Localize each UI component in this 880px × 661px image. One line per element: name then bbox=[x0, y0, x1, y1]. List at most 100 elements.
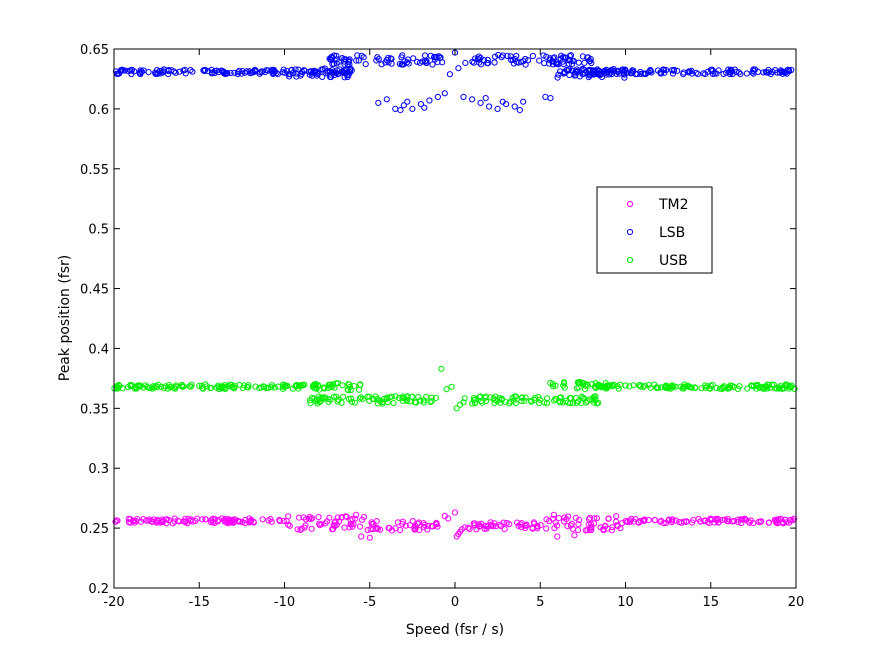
data-point bbox=[335, 518, 343, 525]
data-point bbox=[301, 67, 308, 74]
data-point bbox=[421, 52, 429, 59]
data-point bbox=[501, 526, 508, 533]
data-point bbox=[665, 517, 672, 524]
data-point bbox=[700, 70, 707, 77]
data-point bbox=[308, 525, 315, 532]
data-point bbox=[236, 67, 243, 75]
data-point bbox=[279, 383, 286, 390]
data-point bbox=[469, 400, 476, 407]
x-tick-label: -10 bbox=[274, 595, 295, 610]
data-point bbox=[597, 524, 604, 531]
data-point bbox=[547, 379, 554, 387]
data-point bbox=[660, 520, 667, 527]
data-point bbox=[506, 521, 513, 528]
data-point bbox=[550, 55, 557, 62]
data-point bbox=[661, 69, 668, 76]
data-point bbox=[400, 102, 407, 109]
data-point bbox=[443, 386, 450, 393]
data-point bbox=[263, 67, 270, 74]
data-point bbox=[149, 519, 156, 526]
legend-label-usb: USB bbox=[659, 253, 688, 269]
data-point bbox=[214, 518, 221, 525]
data-point bbox=[582, 382, 589, 389]
data-point bbox=[572, 514, 580, 522]
data-point bbox=[373, 524, 381, 531]
data-point bbox=[392, 105, 399, 113]
data-point bbox=[653, 384, 660, 391]
data-point bbox=[724, 515, 731, 522]
data-point bbox=[477, 54, 484, 62]
data-point bbox=[268, 384, 275, 391]
data-point bbox=[791, 515, 798, 522]
data-point bbox=[576, 516, 583, 524]
data-point bbox=[461, 395, 468, 402]
data-point bbox=[617, 381, 624, 388]
data-point bbox=[199, 516, 206, 523]
data-point bbox=[180, 518, 187, 525]
data-point bbox=[555, 61, 562, 68]
data-point bbox=[360, 54, 367, 61]
data-point bbox=[542, 93, 549, 101]
data-point bbox=[648, 69, 655, 76]
data-point bbox=[385, 54, 392, 61]
data-point bbox=[738, 519, 745, 527]
data-point bbox=[207, 385, 214, 392]
data-point bbox=[293, 70, 300, 77]
data-point bbox=[592, 393, 599, 400]
data-point bbox=[491, 53, 499, 60]
data-point bbox=[222, 385, 229, 392]
data-point bbox=[399, 393, 406, 400]
data-point bbox=[569, 57, 576, 64]
data-point bbox=[187, 67, 194, 74]
data-point bbox=[353, 57, 360, 64]
data-point bbox=[186, 383, 193, 390]
data-point bbox=[561, 384, 568, 391]
data-point bbox=[330, 525, 337, 533]
data-point bbox=[320, 384, 327, 391]
data-point bbox=[482, 95, 489, 102]
data-point bbox=[772, 67, 779, 74]
data-point bbox=[755, 68, 762, 76]
data-point bbox=[315, 513, 322, 521]
data-point bbox=[149, 385, 156, 392]
data-point bbox=[595, 70, 602, 77]
data-point bbox=[171, 518, 178, 525]
data-point bbox=[462, 59, 469, 67]
data-point bbox=[165, 71, 172, 78]
data-point bbox=[284, 382, 291, 389]
data-point bbox=[496, 394, 503, 401]
data-point bbox=[355, 57, 362, 64]
data-point bbox=[319, 66, 326, 73]
data-point bbox=[359, 516, 366, 523]
data-point bbox=[397, 107, 404, 114]
data-point bbox=[636, 381, 643, 389]
data-point bbox=[573, 385, 580, 392]
data-point bbox=[398, 54, 405, 61]
data-point bbox=[515, 59, 522, 66]
data-point bbox=[607, 69, 615, 76]
data-point bbox=[528, 397, 535, 404]
data-point bbox=[346, 61, 353, 68]
data-point bbox=[383, 96, 390, 103]
data-point bbox=[410, 55, 417, 62]
data-point bbox=[168, 67, 175, 74]
data-point bbox=[543, 400, 551, 407]
data-point bbox=[202, 66, 209, 74]
data-point bbox=[559, 399, 567, 406]
data-point bbox=[581, 69, 588, 76]
x-tick-label: 20 bbox=[788, 595, 805, 610]
data-point bbox=[514, 519, 521, 526]
data-point bbox=[551, 54, 558, 61]
x-axis-label: Speed (fsr / s) bbox=[406, 622, 504, 638]
data-point bbox=[329, 53, 336, 61]
data-point bbox=[690, 516, 697, 524]
data-point bbox=[412, 399, 420, 406]
data-point bbox=[529, 52, 537, 60]
data-point bbox=[403, 393, 410, 401]
data-point bbox=[312, 382, 319, 389]
data-point bbox=[347, 387, 354, 394]
data-point bbox=[202, 516, 209, 523]
data-point bbox=[235, 69, 242, 76]
data-point bbox=[366, 534, 373, 541]
data-point bbox=[382, 59, 389, 66]
